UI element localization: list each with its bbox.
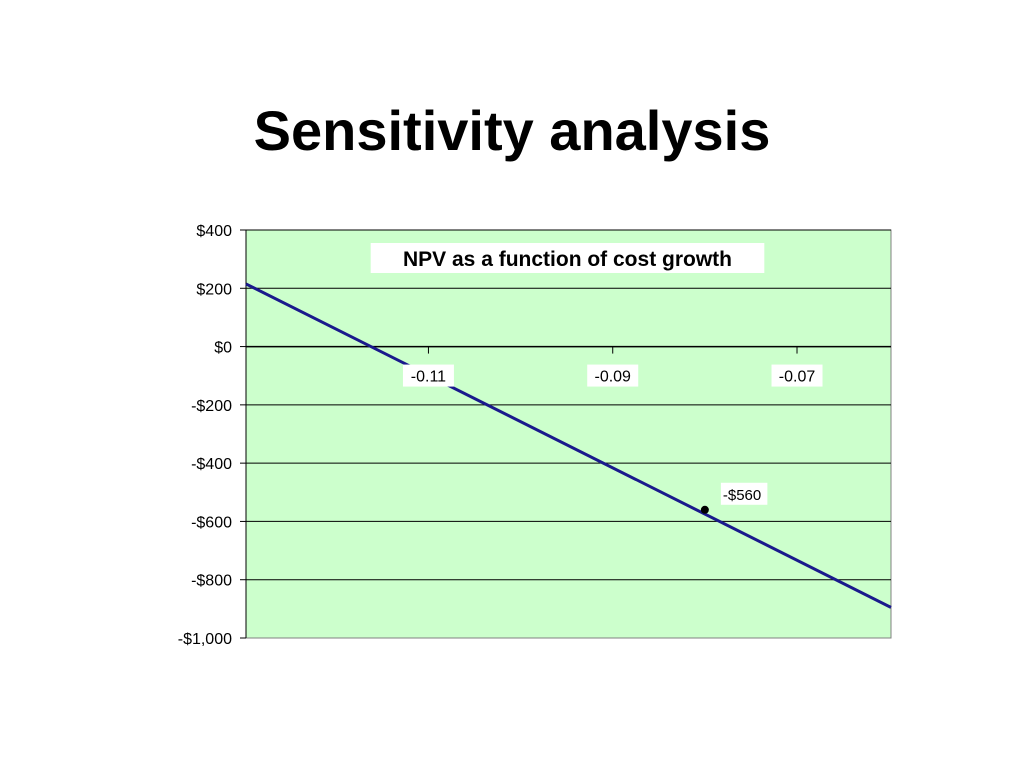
data-label-bg (720, 482, 768, 505)
x-tick-label: -0.07 (779, 369, 816, 386)
chart-title: NPV as a function of cost growth (403, 248, 732, 271)
y-tick-label: -$800 (191, 573, 232, 590)
highlight-point (700, 505, 709, 514)
y-tick-label: $200 (196, 281, 232, 298)
x-tick-label: -0.09 (594, 369, 631, 386)
y-tick-label: -$600 (191, 514, 232, 531)
x-tick-label-bg (587, 364, 639, 387)
y-tick-label: $0 (214, 340, 232, 357)
slide-title: Sensitivity analysis (253, 99, 771, 162)
x-tick-label: -0.11 (411, 369, 446, 386)
data-label: -$560 (723, 487, 761, 504)
series-line (245, 282, 892, 609)
y-tick-label: $400 (196, 223, 232, 240)
x-tick-label-bg (771, 364, 823, 387)
y-tick-label: -$1,000 (178, 631, 232, 648)
y-tick-label: -$200 (191, 398, 232, 415)
y-tick-label: -$400 (191, 456, 232, 473)
plot-area (245, 229, 892, 639)
chart-title-bg (370, 243, 765, 273)
x-tick-label-bg (402, 364, 454, 387)
